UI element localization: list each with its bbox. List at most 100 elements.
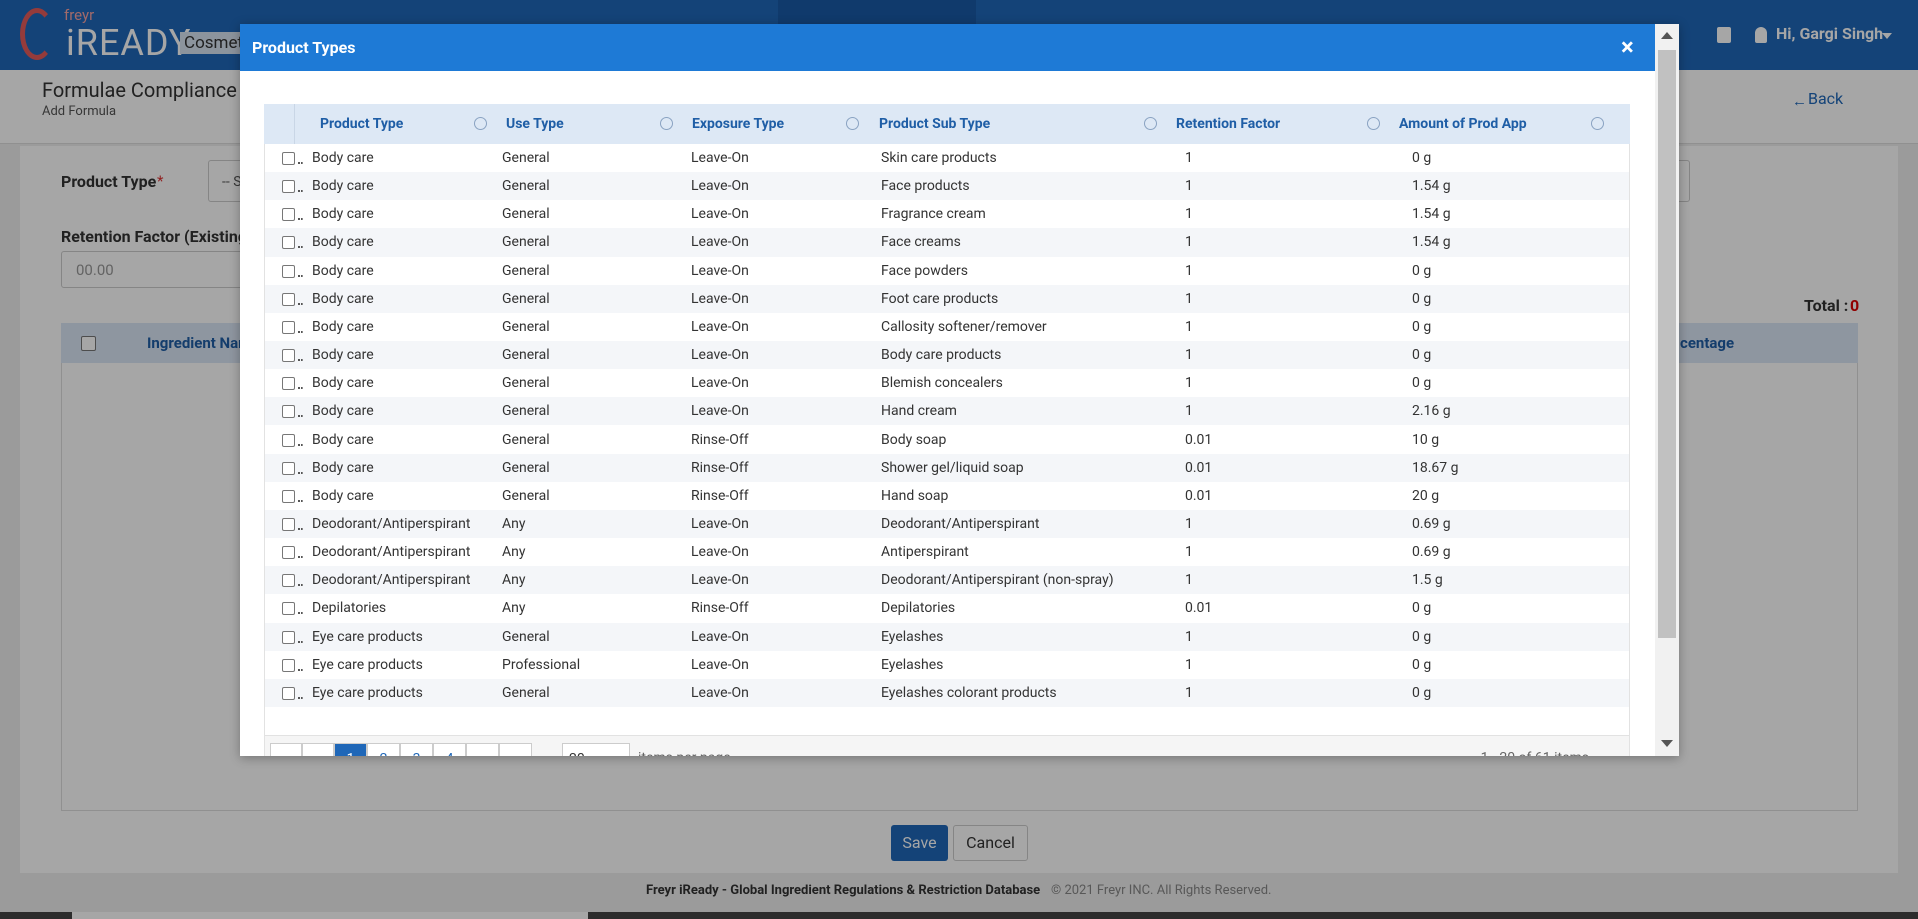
scroll-down[interactable] — [1661, 740, 1673, 747]
table-cell: Professional — [502, 656, 581, 673]
row-checkbox[interactable] — [282, 320, 295, 334]
table-cell: Body care — [312, 403, 374, 420]
user-menu[interactable]: Hi, Gargi Singh — [1776, 24, 1884, 43]
table-cell: Deodorant/Antiperspirant — [881, 515, 1040, 532]
table-row — [265, 566, 1629, 595]
table-cell: 1 — [1185, 628, 1193, 645]
back-link[interactable]: Back — [1808, 89, 1844, 108]
table-cell: General — [502, 431, 550, 448]
table-cell: 1 — [1185, 544, 1193, 561]
filter-icon[interactable] — [1591, 117, 1604, 130]
table-cell: 0 g — [1412, 347, 1432, 364]
row-checkbox[interactable] — [282, 208, 295, 222]
row-checkbox[interactable] — [282, 264, 295, 278]
row-marker — [298, 190, 303, 194]
row-marker — [298, 302, 303, 307]
row-checkbox[interactable] — [282, 377, 295, 391]
table-row — [265, 172, 1629, 201]
row-marker — [298, 696, 303, 701]
table-cell: Body care — [312, 318, 374, 335]
table-cell: Body care — [312, 347, 374, 364]
row-checkbox[interactable] — [282, 405, 295, 419]
table-cell: Body care — [312, 431, 374, 448]
row-checkbox[interactable] — [282, 686, 295, 700]
row-marker — [298, 612, 303, 616]
table-cell: General — [502, 487, 550, 504]
table-cell: 2.16 g — [1412, 403, 1451, 420]
module-badge: Cosmet — [180, 32, 248, 54]
brand-small: freyr — [64, 6, 95, 24]
pager-next[interactable] — [466, 743, 499, 756]
table-cell: 0.01 — [1185, 487, 1213, 504]
select-placeholder: -- S — [222, 174, 242, 190]
save-button[interactable]: Save — [891, 825, 948, 861]
row-checkbox[interactable] — [282, 152, 295, 165]
filter-icon[interactable] — [1144, 117, 1157, 130]
row-checkbox[interactable] — [282, 433, 295, 447]
table-cell: General — [502, 459, 550, 476]
filter-icon[interactable] — [474, 117, 487, 130]
page-button[interactable]: 1 — [334, 743, 367, 756]
pager-first[interactable] — [270, 743, 302, 756]
scroll-up[interactable] — [1661, 32, 1673, 39]
table-row — [265, 312, 1629, 342]
close-button[interactable]: × — [1621, 33, 1634, 61]
table-cell: Body care — [312, 459, 374, 476]
table-cell: Body care — [312, 290, 374, 307]
table-cell: General — [502, 150, 550, 166]
row-checkbox[interactable] — [282, 546, 295, 560]
table-row — [265, 369, 1629, 398]
row-marker — [298, 359, 303, 363]
table-cell: 1.54 g — [1412, 178, 1451, 195]
row-checkbox[interactable] — [282, 461, 295, 475]
row-checkbox[interactable] — [282, 658, 295, 672]
row-marker — [298, 668, 303, 673]
logo-mark — [20, 8, 54, 60]
table-cell: Fragrance cream — [881, 206, 986, 223]
table-cell: 1 — [1185, 656, 1193, 673]
filter-icon[interactable] — [1367, 117, 1380, 130]
table-cell: Body care — [312, 178, 374, 195]
table-cell: Deodorant/Antiperspirant — [312, 515, 471, 532]
pager-prev[interactable] — [302, 743, 334, 756]
pager-last[interactable] — [499, 743, 532, 756]
table-cell: Hand soap — [881, 487, 949, 504]
filter-icon[interactable] — [660, 117, 673, 130]
table-cell: 0 g — [1412, 150, 1432, 166]
table-cell: Leave-On — [691, 178, 749, 195]
row-checkbox[interactable] — [282, 574, 295, 588]
cancel-button[interactable]: Cancel — [953, 825, 1028, 861]
table-cell: 0 g — [1412, 600, 1432, 617]
table-cell: 20 g — [1412, 487, 1440, 504]
table-cell: Body soap — [881, 431, 947, 448]
bottom-bar — [0, 912, 1918, 919]
table-cell: Eyelashes colorant products — [881, 684, 1057, 701]
retention-label: Retention Factor (Existing — [61, 227, 247, 246]
table-cell: 1 — [1185, 318, 1193, 335]
row-checkbox[interactable] — [282, 630, 295, 644]
column-header: Use Type — [506, 116, 564, 132]
filter-icon[interactable] — [846, 117, 859, 130]
page-size-select[interactable]: 20 — [562, 743, 630, 756]
table-cell: Body care — [312, 234, 374, 251]
header-checkbox[interactable] — [81, 336, 96, 351]
page-button[interactable]: 4 — [433, 743, 466, 756]
row-checkbox[interactable] — [282, 180, 295, 194]
row-checkbox[interactable] — [282, 236, 295, 250]
row-marker — [298, 640, 303, 645]
row-checkbox[interactable] — [282, 349, 295, 363]
column-header: Amount of Prod App — [1399, 116, 1527, 132]
row-checkbox[interactable] — [282, 602, 295, 616]
table-cell: Hand cream — [881, 403, 957, 420]
retention-placeholder: 00.00 — [76, 261, 114, 279]
table-cell: Callosity softener/remover — [881, 318, 1047, 335]
row-checkbox[interactable] — [282, 292, 295, 306]
page-button[interactable]: 3 — [400, 743, 433, 756]
page-button[interactable]: 2 — [367, 743, 400, 756]
row-checkbox[interactable] — [282, 517, 295, 531]
row-marker — [298, 387, 303, 391]
brand: iREADY — [66, 22, 192, 64]
pager-summary: 1 - 20 of 61 items — [1481, 750, 1589, 756]
row-checkbox[interactable] — [282, 489, 295, 503]
table-cell: Antiperspirant — [881, 544, 969, 561]
